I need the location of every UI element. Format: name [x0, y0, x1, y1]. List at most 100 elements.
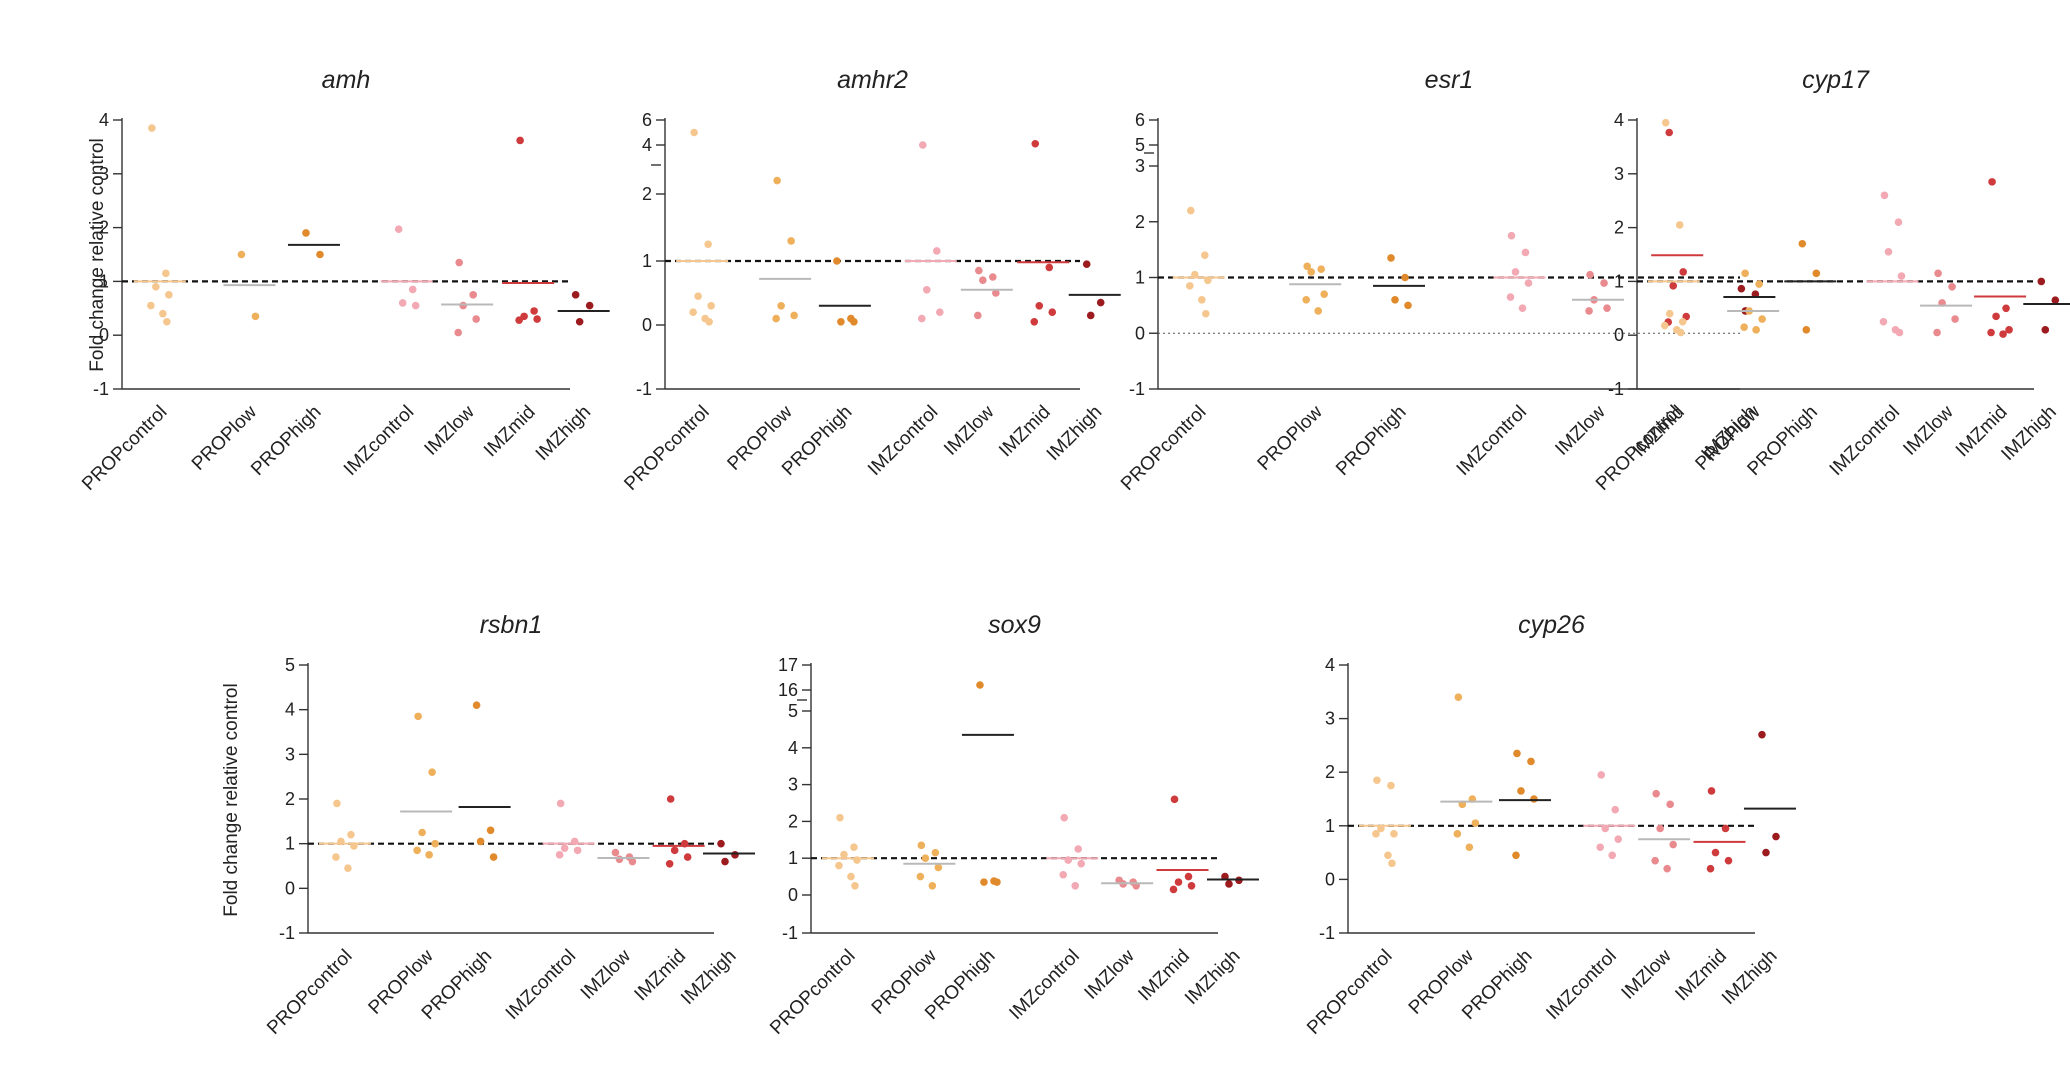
data-point — [1665, 128, 1674, 137]
y-tick-label: 2 — [642, 184, 652, 204]
data-point — [665, 859, 674, 868]
data-point — [1082, 260, 1091, 269]
y-tick-label: 2 — [1325, 762, 1335, 782]
data-point — [1511, 268, 1520, 276]
data-point — [835, 861, 843, 870]
data-point — [1184, 872, 1193, 881]
data-point — [1390, 830, 1398, 838]
data-point — [162, 269, 170, 278]
data-point — [1740, 323, 1748, 331]
data-point — [787, 237, 795, 245]
data-point — [1988, 178, 1996, 186]
data-point — [917, 841, 926, 850]
y-tick-label: -1 — [93, 379, 109, 399]
data-point — [1521, 248, 1530, 257]
data-point — [489, 853, 498, 861]
y-tick-label: 1 — [1135, 268, 1145, 288]
data-point — [472, 315, 480, 323]
data-point — [1755, 280, 1763, 288]
data-point — [469, 291, 477, 299]
chart-title: rsbn1 — [480, 611, 543, 639]
data-point — [979, 276, 987, 285]
x-tick-label: IMZlow — [1551, 401, 1609, 459]
data-point — [418, 828, 426, 837]
x-tick-label: IMZlow — [421, 401, 479, 459]
data-point — [928, 882, 937, 890]
data-point — [1517, 787, 1525, 795]
data-point — [1711, 848, 1720, 857]
x-tick-label: PROPcontrol — [263, 946, 356, 1039]
data-point — [1186, 282, 1194, 290]
y-tick-label: 3 — [99, 164, 109, 184]
data-point — [666, 795, 675, 803]
y-tick-label: 3 — [285, 744, 295, 764]
data-point — [332, 853, 340, 861]
x-tick-label: PROPcontrol — [1117, 402, 1210, 495]
data-point — [1987, 328, 1995, 337]
data-point — [2051, 296, 2060, 305]
data-point — [670, 846, 679, 855]
data-point — [1225, 880, 1233, 888]
y-tick-label: 4 — [99, 110, 109, 130]
data-point — [1721, 824, 1730, 833]
data-point — [790, 311, 798, 320]
data-point — [147, 301, 155, 310]
data-point — [1666, 800, 1674, 809]
data-point — [1317, 265, 1326, 273]
y-tick-label: 1 — [642, 251, 652, 271]
data-point — [1676, 328, 1685, 337]
data-point — [1404, 301, 1412, 310]
data-point — [837, 318, 845, 326]
data-point — [1373, 776, 1381, 785]
data-point — [1678, 317, 1687, 326]
data-point — [1879, 317, 1888, 326]
data-point — [163, 317, 171, 326]
data-point — [1951, 315, 1959, 323]
data-point — [1586, 270, 1594, 279]
y-tick-label: 3 — [1325, 709, 1335, 729]
y-tick-label: 0 — [1614, 325, 1624, 345]
data-point — [847, 872, 855, 881]
data-point — [773, 176, 781, 185]
data-point — [344, 864, 352, 873]
data-point — [1758, 315, 1766, 323]
x-tick-label: PROPhigh — [1332, 402, 1410, 480]
data-point — [459, 301, 467, 310]
data-point — [2005, 326, 2013, 334]
data-point — [408, 285, 417, 294]
data-point — [1669, 840, 1677, 849]
x-tick-label: PROPcontrol — [78, 402, 171, 495]
data-point — [689, 308, 697, 317]
data-point — [1812, 269, 1821, 278]
data-point — [575, 317, 584, 326]
x-tick-label: IMZhigh — [1181, 946, 1244, 1009]
data-point — [1933, 328, 1941, 337]
y-tick-label: 5 — [285, 655, 295, 675]
data-point — [1527, 757, 1535, 766]
y-tick-label: -1 — [1608, 379, 1624, 399]
x-tick-label: IMZhigh — [677, 946, 740, 1009]
data-point — [1706, 864, 1715, 873]
data-point — [302, 229, 310, 237]
data-point — [555, 851, 564, 859]
data-point — [850, 318, 858, 326]
data-point — [1798, 239, 1807, 248]
y-tick-label: 5 — [788, 701, 798, 721]
y-tick-label: 3 — [1135, 156, 1145, 176]
data-point — [1170, 795, 1179, 804]
data-point — [1596, 843, 1605, 852]
data-point — [1048, 308, 1057, 317]
data-point — [989, 273, 997, 281]
data-point — [694, 292, 702, 301]
data-point — [1302, 296, 1311, 304]
data-point — [850, 843, 858, 851]
data-point — [918, 141, 927, 149]
data-point — [628, 857, 637, 866]
data-point — [1507, 231, 1516, 240]
data-point — [917, 314, 926, 323]
data-point — [717, 839, 725, 848]
x-tick-label: PROPcontrol — [620, 402, 713, 495]
data-point — [980, 878, 988, 886]
